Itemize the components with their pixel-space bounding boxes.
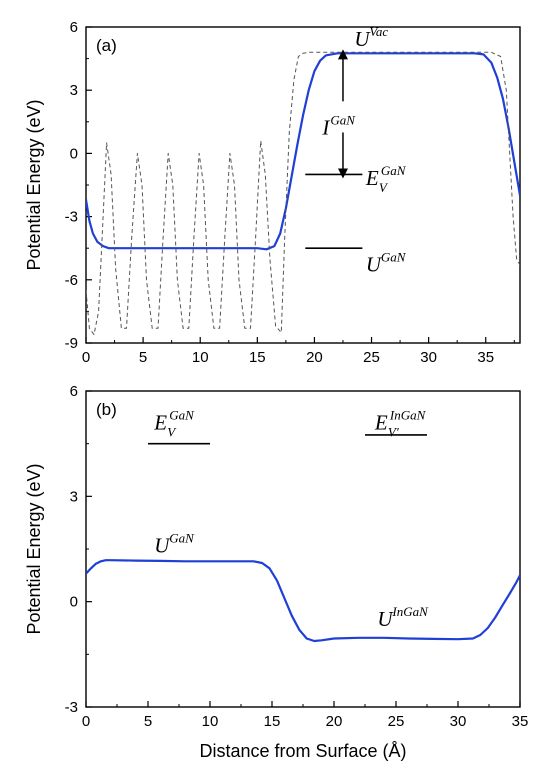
annotation-superscript: Vac: [369, 24, 388, 39]
annotation-superscript: GaN: [381, 163, 407, 178]
panel-b-x-tick-label: 20: [326, 713, 343, 730]
annotation-symbol: E: [374, 411, 388, 435]
panel-a-x-tick-label: 15: [249, 349, 266, 366]
panel-a-frame: [85, 26, 521, 344]
panel-a-y-tick-label: 6: [70, 19, 78, 36]
panel-b-x-tick-label: 10: [202, 713, 219, 730]
annotation-symbol: U: [377, 607, 394, 631]
panel-b-y-tick-label: -3: [65, 699, 78, 716]
panel-a-annotation-i-gan: I GaN: [321, 112, 356, 139]
x-axis-title: Distance from Surface (Å): [199, 741, 406, 761]
annotation-subscript: V: [167, 425, 177, 440]
annotation-symbol: I: [321, 115, 330, 139]
annotation-subscript: V': [388, 425, 399, 440]
panel-b-series-solid-line: [86, 559, 520, 643]
panel-a-annotation-u-gan: U GaN: [366, 249, 407, 276]
panel-a-x-tick-label: 35: [477, 349, 494, 366]
annotation-symbol: U: [354, 27, 371, 51]
panel-a-x-tick-label: 5: [139, 349, 147, 366]
panel-b-y-tick-label: 3: [70, 488, 78, 505]
annotation-symbol: U: [366, 252, 383, 276]
panel-a-label: (a): [96, 36, 117, 55]
panel-b-y-tick-label: 6: [70, 383, 78, 400]
annotation-symbol: E: [153, 411, 167, 435]
panel-a: 0 5 10 15 20 25 30 35 -9 -6 -3 0 3 6 Potential Energy …: [24, 19, 521, 366]
panel-b-x-tick-label: 30: [450, 713, 467, 730]
annotation-superscript: GaN: [169, 408, 195, 423]
panel-b-label: (b): [96, 400, 117, 419]
annotation-superscript: GaN: [381, 249, 407, 264]
panel-b-y-tick-label: 0: [70, 594, 78, 611]
panel-b-annotation-u-gan: U GaN: [154, 531, 195, 558]
panel-a-annotation-e-gan: E GaN V: [365, 163, 407, 195]
panel-a-y-tick-label: -6: [65, 272, 78, 289]
annotation-superscript: GaN: [169, 531, 195, 546]
panel-b-x-tick-label: 5: [144, 713, 152, 730]
panel-a-plot-area: [86, 51, 520, 336]
panel-a-series-dashed-line: [86, 51, 520, 336]
panel-a-annotation-u-vac: U Vac: [354, 24, 388, 51]
annotation-symbol: U: [154, 534, 171, 558]
panel-b-x-tick-label: 35: [512, 713, 529, 730]
panel-b-annotation-u-ingan: U InGaN: [377, 604, 429, 631]
panel-b-annotation-e-gan: E GaN V: [153, 408, 195, 440]
panel-a-y-tick-label: -3: [65, 209, 78, 226]
annotation-symbol: E: [365, 166, 379, 190]
panel-a-x-tick-label: 30: [420, 349, 437, 366]
panel-b-x-tick-label: 25: [388, 713, 405, 730]
panel-a-y-tick-label: 3: [70, 82, 78, 99]
panel-b-plot-area: [86, 559, 520, 643]
panel-a-y-tick-label: -9: [65, 335, 78, 352]
panel-a-y-axis-title: Potential Energy (eV): [24, 99, 44, 270]
panel-a-x-tick-label: 10: [192, 349, 209, 366]
panel-a-x-tick-label: 20: [306, 349, 323, 366]
annotation-subscript: V: [379, 180, 389, 195]
annotation-superscript: GaN: [330, 112, 356, 127]
panel-b-x-tick-label: 15: [264, 713, 281, 730]
panel-a-y-tick-label: 0: [70, 145, 78, 162]
panel-b-annotation-e-ingan: E InGaN V': [374, 408, 427, 440]
panel-a-series-solid-line: [86, 52, 520, 251]
annotation-superscript: InGaN: [391, 604, 429, 619]
panel-a-x-tick-label: 25: [363, 349, 380, 366]
panel-a-x-tick-label: 0: [82, 349, 90, 366]
panel-b-frame: [85, 390, 521, 708]
annotation-superscript: InGaN: [389, 408, 427, 423]
panel-b-y-axis-title: Potential Energy (eV): [24, 463, 44, 634]
panel-b-x-tick-label: 0: [82, 713, 90, 730]
